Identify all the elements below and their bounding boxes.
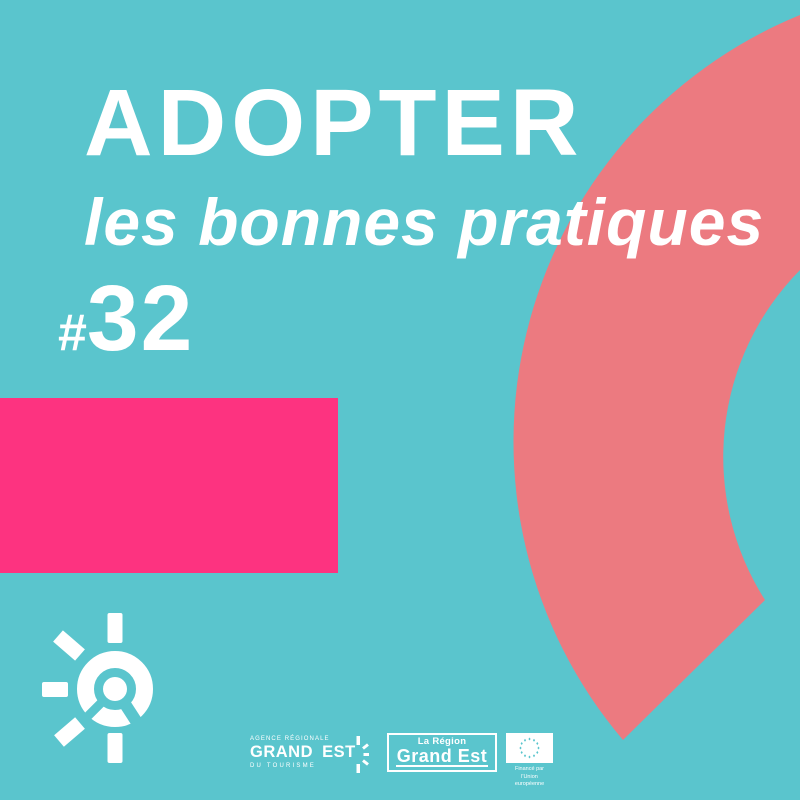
eu-caption-line2: l'Union européenne xyxy=(514,773,545,788)
brand-sun-icon xyxy=(42,613,153,763)
agency-logo-bottom-line: DU TOURISME xyxy=(250,762,316,769)
region-logo-name: Grand Est xyxy=(396,746,488,766)
agency-logo-name: GRAND EST xyxy=(250,743,356,761)
issue-digits: 32 xyxy=(86,266,195,370)
eu-caption-line1: Financé par xyxy=(514,766,545,772)
eu-logo-caption: Financé par l'Union européenne xyxy=(506,766,553,789)
region-logo-underline xyxy=(396,765,488,767)
pink-rectangle xyxy=(0,398,338,573)
eu-flag-icon xyxy=(506,733,553,763)
hash-symbol: # xyxy=(58,304,87,362)
issue-number: #32 xyxy=(58,272,194,365)
eu-logo: Financé par l'Union européenne xyxy=(506,733,553,789)
poster-title: ADOPTER xyxy=(84,70,584,176)
region-logo: La Région Grand Est xyxy=(387,733,497,772)
agency-logo-top-line: AGENCE RÉGIONALE xyxy=(250,736,330,742)
agency-logo: AGENCE RÉGIONALE GRAND EST DU TOURISME xyxy=(250,736,356,769)
region-logo-top-line: La Région xyxy=(417,735,467,747)
poster-subtitle: les bonnes pratiques xyxy=(84,185,765,259)
sparkle-icon xyxy=(356,736,369,773)
